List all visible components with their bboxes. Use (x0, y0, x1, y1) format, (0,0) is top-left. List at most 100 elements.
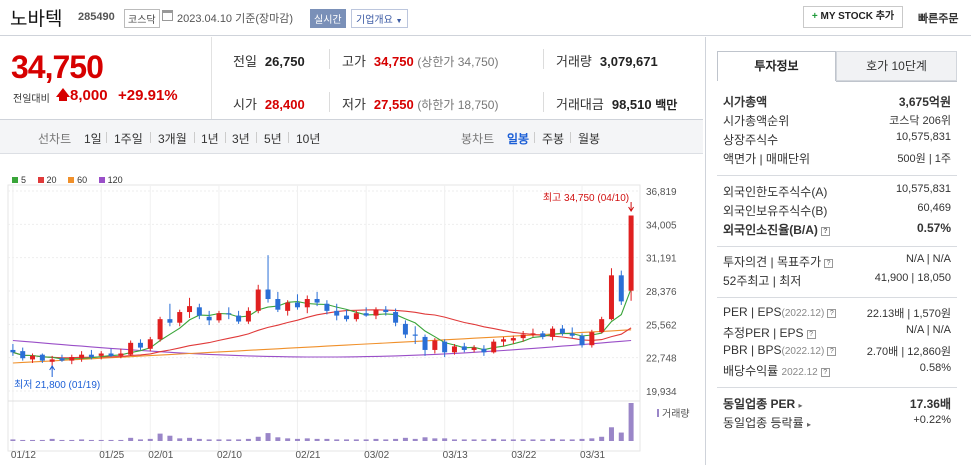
reference-date: 2023.04.10 기준(장마감) (177, 13, 294, 25)
tab-investment-info[interactable]: 투자정보 (717, 51, 836, 81)
x-tick-label: 02/01 (148, 450, 173, 461)
x-tick-label: 02/10 (217, 450, 242, 461)
legend-label: 5 (21, 175, 27, 185)
candle-body (501, 339, 507, 342)
row-face-value: 액면가 | 매매단위 500원 | 1주 (723, 150, 951, 168)
candle-body (334, 310, 340, 316)
candle-body (589, 332, 595, 346)
chevron-right-icon[interactable]: ▸ (798, 401, 803, 410)
row-foreign-limit: 외국인한도주식수(A) 10,575,831 (723, 183, 951, 201)
volume-bar (177, 438, 183, 441)
volume-bar (432, 438, 438, 441)
period-1w[interactable]: 1주일 (114, 132, 143, 146)
info-value: 0.57% (916, 221, 951, 235)
help-icon[interactable]: ? (820, 227, 830, 236)
price-change: 8,000 (70, 87, 108, 104)
max-price-label: 최고 34,750 (04/10) (543, 192, 629, 204)
candle-body (59, 358, 65, 361)
info-label: 상장주식수 (723, 133, 779, 147)
divider (150, 132, 151, 143)
candle-daily[interactable]: 일봉 (507, 132, 530, 146)
add-mystock-button[interactable]: + MY STOCK 추가 (803, 6, 903, 28)
quick-order-button[interactable]: 빠른주문 (918, 13, 959, 25)
info-label-wrap: 배당수익률 2022.12? (723, 362, 830, 379)
period-5y[interactable]: 5년 (264, 132, 282, 146)
info-value: 60,469 (917, 202, 951, 214)
legend-ma20: 20 (37, 175, 57, 185)
stat-open: 시가 28,400 (233, 94, 305, 113)
stock-chart[interactable]: 5 20 60 120 36,819 34,005 31,191 28,376 25,5… (0, 155, 703, 465)
divider (534, 132, 535, 143)
chevron-right-icon[interactable]: ▸ (806, 420, 811, 429)
volume-bar (599, 436, 605, 441)
candle-body (579, 335, 585, 346)
candle-weekly[interactable]: 주봉 (542, 132, 565, 146)
info-value: 0.58% (919, 362, 951, 374)
stat-label: 저가 (342, 97, 366, 112)
volume-bar (324, 438, 330, 441)
realtime-button[interactable]: 실시간 (310, 9, 346, 28)
row-foreign-ratio: 외국인소진율(B/A)? 0.57% (723, 221, 951, 239)
candle-body (432, 340, 438, 350)
help-icon[interactable]: ? (824, 259, 834, 268)
info-year: (2022.12) (781, 308, 825, 319)
min-price-label: 최저 21,800 (01/19) (14, 379, 100, 391)
candle-body (471, 347, 477, 350)
y-tick-label: 36,819 (646, 187, 677, 198)
period-3y[interactable]: 3년 (232, 132, 250, 146)
x-tick-label: 03/22 (511, 450, 536, 461)
y-tick-label: 19,934 (646, 387, 677, 398)
divider (194, 132, 195, 143)
info-label: 외국인한도주식수(A) (723, 185, 828, 199)
candle-monthly[interactable]: 월봉 (578, 132, 601, 146)
help-icon[interactable]: ? (827, 309, 837, 318)
y-tick-label: 28,376 (646, 287, 677, 298)
legend-label: 20 (46, 175, 57, 185)
help-icon[interactable]: ? (827, 347, 837, 356)
ma120-line (12, 339, 632, 358)
divider (0, 119, 703, 120)
stat-label: 거래대금 (556, 97, 604, 112)
candle-body (461, 346, 467, 350)
info-label-wrap: 투자의견 | 목표주가? (723, 253, 834, 270)
candle-body (383, 309, 389, 313)
volume-bar (334, 439, 340, 441)
volume-bar (383, 439, 389, 441)
candlestick-chart[interactable]: 36,819 34,005 31,191 28,376 25,562 22,748 19,9… (0, 155, 703, 465)
help-icon[interactable]: ? (806, 330, 816, 339)
candle-body (79, 354, 85, 359)
period-10y[interactable]: 10년 (296, 132, 321, 146)
stat-value: 26,750 (264, 54, 305, 69)
company-overview-label: 기업개요 (356, 15, 393, 26)
info-value: 10,575,831 (895, 183, 951, 195)
divider (570, 132, 571, 143)
help-icon[interactable]: ? (820, 368, 830, 377)
divider (717, 175, 957, 176)
tab-order-book[interactable]: 호가 10단계 (836, 51, 957, 81)
stat-value: 98,510 (611, 97, 652, 112)
candle-body (412, 334, 418, 336)
company-overview-dropdown[interactable]: 기업개요 ▼ (351, 9, 408, 28)
row-opinion: 투자의견 | 목표주가? N/A | N/A (723, 253, 951, 271)
stat-unit: 백만 (655, 98, 678, 112)
info-label: 추정PER | EPS (723, 326, 804, 340)
candle-body (39, 354, 45, 361)
divider (543, 92, 544, 112)
volume-bar (255, 436, 261, 441)
info-label: 동일업종 PER (723, 397, 796, 411)
candle-body (363, 313, 369, 316)
volume-bar (30, 439, 36, 441)
volume-bar (88, 439, 94, 441)
stat-value: 34,750 (373, 54, 414, 69)
candle-body (451, 346, 457, 353)
divider (329, 92, 330, 112)
legend-swatch (37, 177, 44, 183)
info-value: 500원 | 1주 (897, 153, 951, 165)
plot-frame (7, 184, 641, 452)
period-1d[interactable]: 1일 (84, 132, 102, 146)
info-label: 시가총액순위 (723, 114, 790, 128)
period-1y[interactable]: 1년 (201, 132, 219, 146)
period-3m[interactable]: 3개월 (158, 132, 187, 146)
volume-bar (226, 439, 232, 441)
x-tick-label: 02/21 (295, 450, 320, 461)
